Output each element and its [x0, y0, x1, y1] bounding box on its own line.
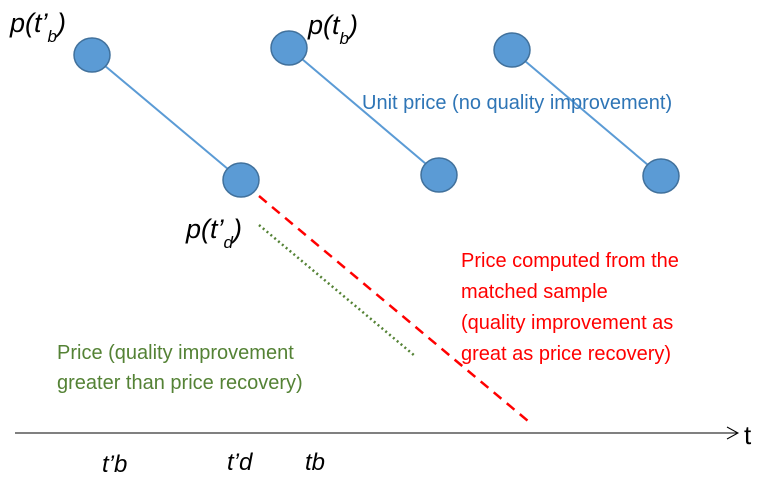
label-line: great as price recovery) [461, 343, 671, 365]
label-text: p(t’ [9, 8, 49, 38]
segment [511, 49, 662, 177]
tick-label: t’d [227, 449, 253, 476]
quality-label: Price (quality improvement greater than … [57, 342, 303, 394]
unit-price-label: Unit price (no quality improvement) [362, 92, 672, 114]
segment [288, 47, 440, 176]
tick-label: tb [305, 449, 325, 476]
label-line: greater than price recovery) [57, 372, 303, 394]
unit-price-lines [91, 47, 662, 181]
point [642, 158, 680, 194]
point [270, 30, 308, 66]
point [493, 32, 531, 68]
label-line: Price (quality improvement [57, 342, 294, 364]
point-label: p(t’d) [185, 214, 242, 252]
label-sub: b [340, 29, 349, 48]
point [420, 157, 458, 193]
label-sub: b [48, 27, 57, 46]
tick-label: t’b [102, 451, 127, 477]
label-line: (quality improvement as [461, 312, 673, 334]
segment [91, 54, 242, 181]
point [222, 162, 260, 198]
quality-line [258, 224, 416, 357]
point-label: p(tb) [307, 10, 358, 48]
label-sub: d [224, 233, 234, 252]
matched-sample-line [258, 195, 529, 422]
matched-sample-label: Price computed from the matched sample (… [461, 250, 679, 365]
label-close: ) [230, 214, 242, 244]
label-line: matched sample [461, 281, 608, 303]
label-text: p(t [307, 10, 341, 40]
label-close: ) [346, 10, 358, 40]
label-line: Price computed from the [461, 250, 679, 272]
label-text: p(t’ [185, 214, 225, 244]
price-points [73, 30, 680, 198]
label-close: ) [54, 8, 66, 38]
axis-label: t [744, 420, 752, 450]
point-label: p(t’b) [9, 8, 66, 46]
axis-arrow [726, 426, 740, 440]
point [73, 37, 111, 73]
